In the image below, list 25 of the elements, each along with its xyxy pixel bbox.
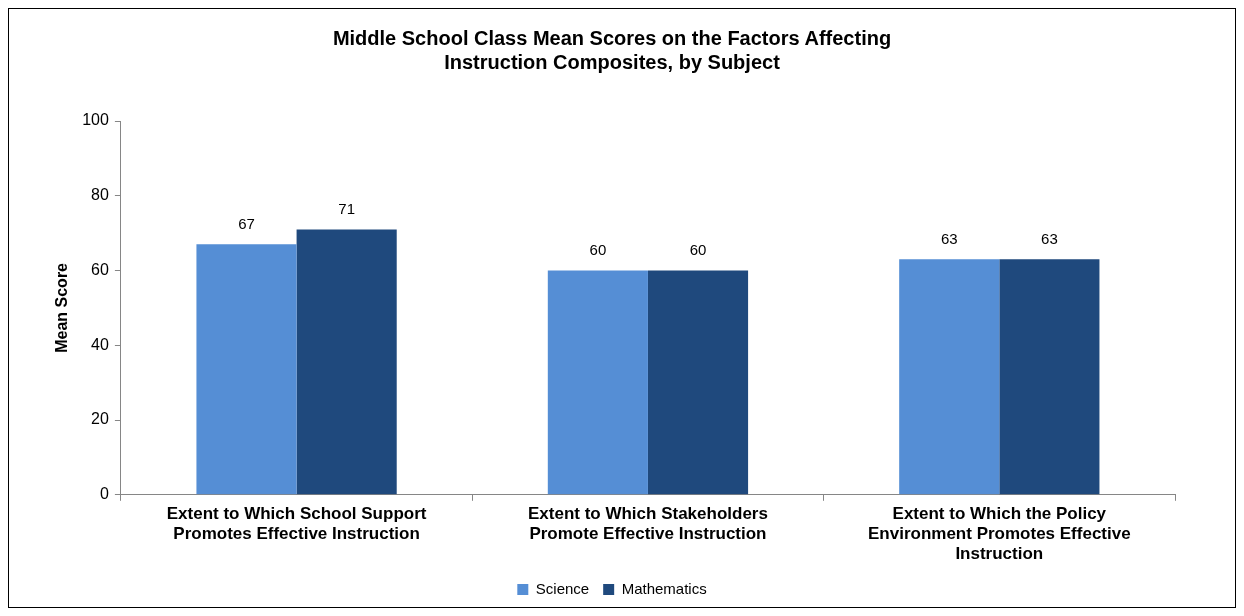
data-label: 63 bbox=[1041, 229, 1058, 247]
legend-label: Mathematics bbox=[621, 579, 707, 597]
bar bbox=[296, 229, 397, 495]
y-tick-label: 80 bbox=[91, 186, 109, 204]
y-axis-title: Mean Score bbox=[53, 262, 71, 353]
legend-label: Science bbox=[535, 579, 590, 597]
bar bbox=[196, 244, 297, 495]
bar bbox=[999, 259, 1100, 495]
data-label: 67 bbox=[238, 214, 255, 232]
bar bbox=[547, 270, 648, 495]
data-label: 71 bbox=[338, 200, 355, 218]
x-tick-label: Extent to Which the Policy Environment Promotes Effective Instruction bbox=[868, 503, 1131, 564]
y-tick-label: 100 bbox=[82, 111, 109, 129]
bar bbox=[899, 259, 1000, 495]
x-tick-label: Extent to Which Stakeholders Promote Effective Instruction bbox=[527, 503, 768, 544]
data-label: 60 bbox=[589, 241, 607, 259]
chart-title: Middle School Class Mean Scores on the Factors Affecting Instruction Composites, by Subject bbox=[332, 26, 892, 73]
y-tick-label: 40 bbox=[91, 335, 109, 353]
y-tick-label: 0 bbox=[99, 485, 109, 503]
data-label: 60 bbox=[689, 241, 707, 259]
bar bbox=[647, 270, 749, 495]
y-tick-label: 20 bbox=[91, 410, 109, 428]
x-tick-label: Extent to Which School Support Promotes Effective Instruction bbox=[166, 503, 427, 544]
data-label: 63 bbox=[940, 229, 958, 247]
y-tick-label: 60 bbox=[91, 260, 109, 278]
